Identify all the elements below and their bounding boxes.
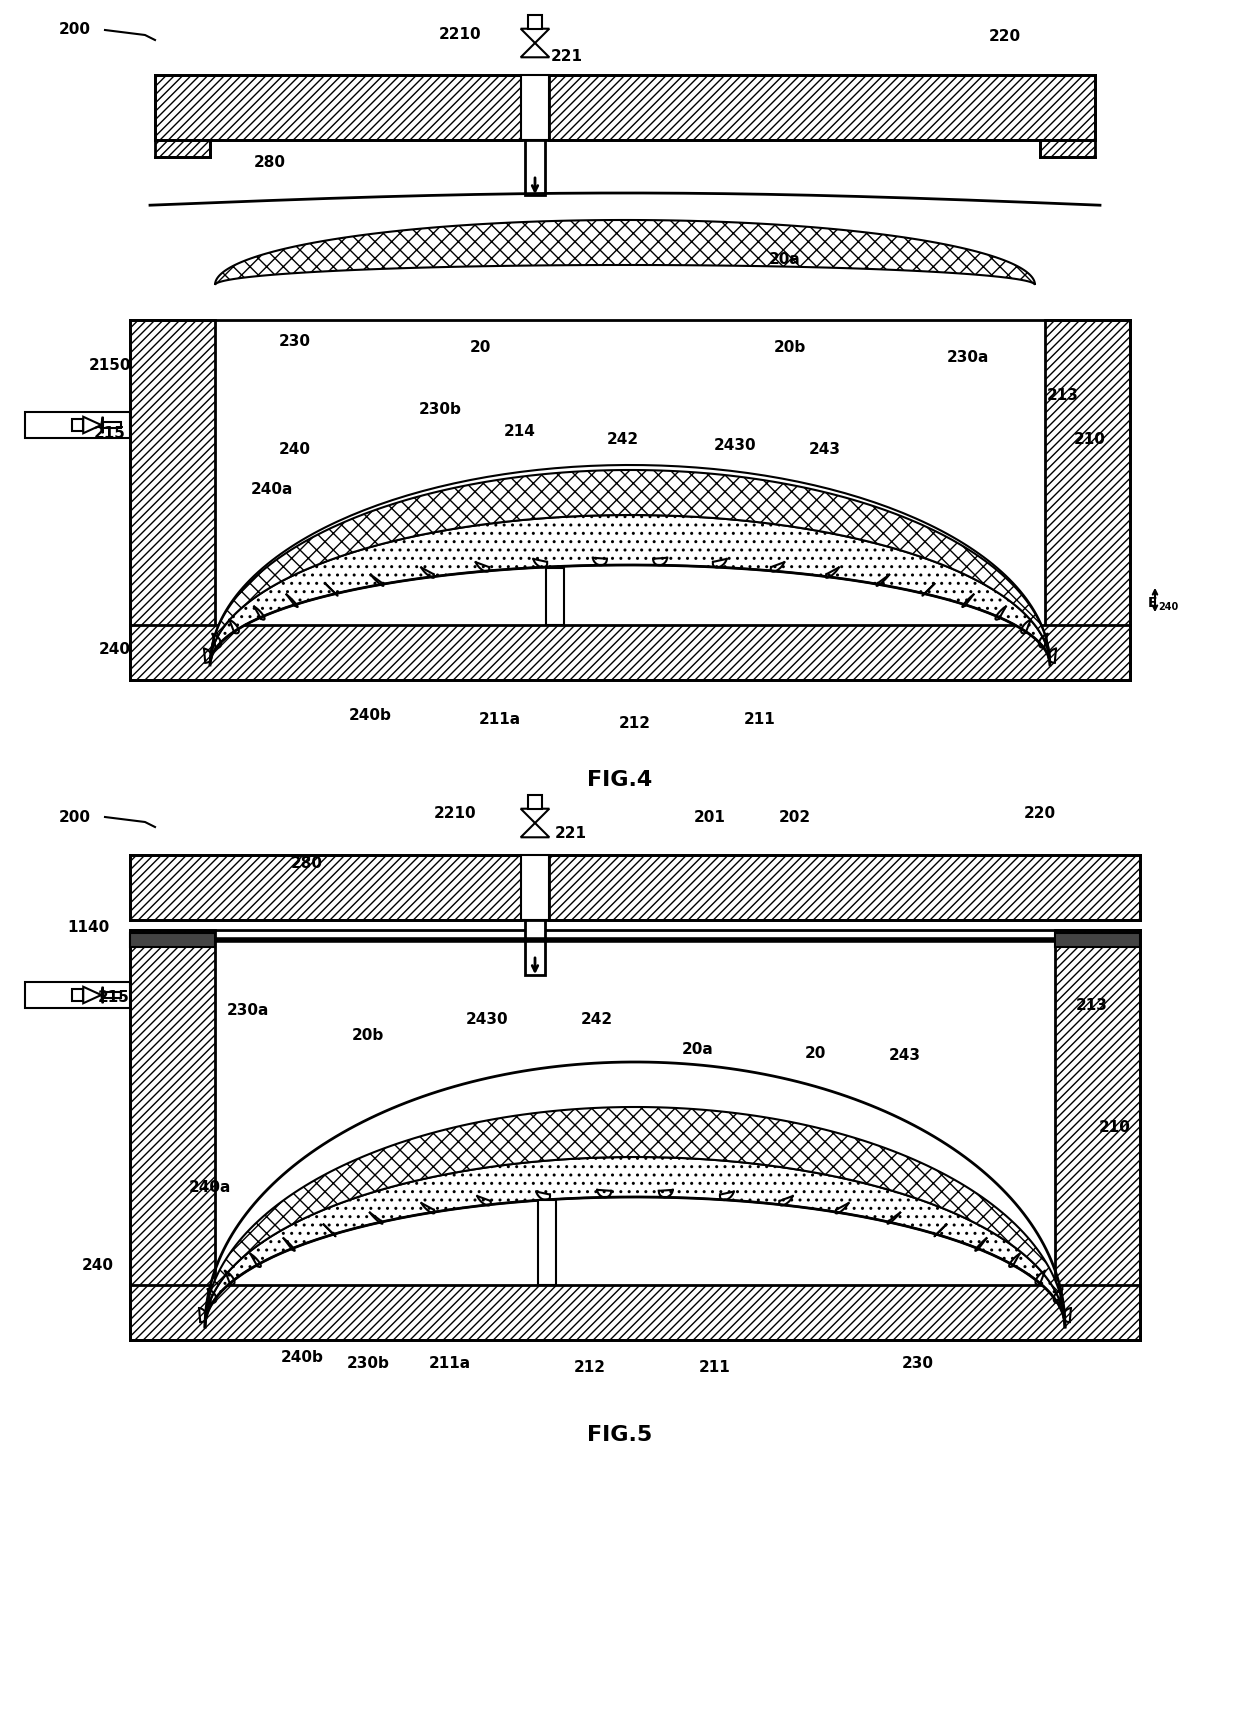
- Text: 280: 280: [291, 855, 322, 871]
- Text: 20b: 20b: [352, 1027, 384, 1043]
- Text: 243: 243: [808, 442, 841, 458]
- Text: 2150: 2150: [89, 357, 131, 373]
- Text: 240a: 240a: [250, 482, 293, 498]
- Text: 212: 212: [574, 1360, 606, 1374]
- Text: 230: 230: [279, 335, 311, 349]
- Text: 20b: 20b: [774, 340, 806, 354]
- Polygon shape: [215, 220, 1035, 285]
- Text: 20: 20: [805, 1046, 826, 1060]
- Polygon shape: [521, 29, 549, 43]
- Text: 20: 20: [469, 340, 491, 354]
- Bar: [130, 933, 215, 947]
- Bar: [155, 141, 210, 156]
- Text: FIG.4: FIG.4: [588, 770, 652, 789]
- Text: 212: 212: [619, 715, 651, 730]
- Bar: [1040, 141, 1095, 156]
- Bar: [549, 855, 1140, 920]
- Text: 211: 211: [699, 1360, 730, 1374]
- Bar: [103, 422, 120, 429]
- Text: 230: 230: [901, 1355, 934, 1371]
- Text: 230b: 230b: [419, 403, 461, 418]
- Text: 215: 215: [94, 425, 126, 441]
- Text: 240: 240: [1158, 602, 1178, 612]
- Bar: [25, 411, 130, 437]
- Text: 210: 210: [1099, 1119, 1131, 1135]
- Text: 280: 280: [254, 156, 286, 170]
- Text: 2430: 2430: [466, 1013, 508, 1027]
- Text: 240b: 240b: [348, 708, 392, 722]
- Text: 240: 240: [99, 642, 131, 658]
- Text: 230a: 230a: [227, 1003, 269, 1017]
- Polygon shape: [521, 809, 549, 822]
- Bar: [103, 992, 120, 998]
- Bar: [525, 141, 546, 194]
- Bar: [538, 1201, 556, 1286]
- Text: 20a: 20a: [769, 253, 801, 267]
- Bar: [525, 920, 546, 975]
- Bar: [521, 855, 549, 920]
- Polygon shape: [205, 1157, 1065, 1327]
- Text: 230a: 230a: [947, 349, 990, 364]
- Text: 240: 240: [82, 1258, 114, 1272]
- Text: 211a: 211a: [479, 713, 521, 727]
- Text: 243: 243: [889, 1048, 921, 1062]
- Bar: [130, 625, 1130, 680]
- Text: 240: 240: [279, 442, 311, 458]
- Polygon shape: [102, 987, 103, 1003]
- Text: 213: 213: [1047, 387, 1079, 403]
- Bar: [25, 982, 130, 1008]
- Bar: [72, 420, 83, 430]
- Text: 220: 220: [1024, 805, 1056, 821]
- Polygon shape: [521, 822, 549, 838]
- Text: 240a: 240a: [188, 1180, 231, 1194]
- Text: 215: 215: [98, 989, 130, 1005]
- Text: 213: 213: [1076, 998, 1107, 1013]
- Polygon shape: [83, 416, 102, 434]
- Text: 200: 200: [60, 810, 91, 824]
- Text: 211: 211: [744, 713, 776, 727]
- Bar: [72, 989, 83, 1001]
- Bar: [130, 1286, 1140, 1339]
- Text: 221: 221: [556, 826, 587, 840]
- Polygon shape: [521, 43, 549, 57]
- Text: 240b: 240b: [280, 1350, 324, 1364]
- Text: 201: 201: [694, 810, 725, 824]
- Bar: [1045, 319, 1130, 680]
- Bar: [130, 319, 215, 680]
- Polygon shape: [83, 987, 102, 1003]
- Text: 210: 210: [1074, 432, 1106, 448]
- Bar: [130, 855, 521, 920]
- Bar: [155, 75, 521, 141]
- Bar: [546, 567, 564, 625]
- Text: 230b: 230b: [346, 1355, 389, 1371]
- Text: 242: 242: [580, 1013, 613, 1027]
- Bar: [528, 796, 542, 809]
- Text: 200: 200: [60, 23, 91, 38]
- Text: 2430: 2430: [714, 437, 756, 453]
- Text: 221: 221: [551, 50, 583, 64]
- Bar: [528, 16, 542, 29]
- Text: 20a: 20a: [682, 1043, 714, 1058]
- Text: 202: 202: [779, 810, 811, 824]
- Text: 2210: 2210: [434, 805, 476, 821]
- Text: 214: 214: [505, 425, 536, 439]
- Bar: [130, 930, 215, 1339]
- Bar: [1055, 930, 1140, 1339]
- Polygon shape: [210, 470, 1050, 665]
- Polygon shape: [205, 1107, 1065, 1327]
- Text: 220: 220: [990, 29, 1021, 45]
- Bar: [549, 75, 1095, 141]
- Text: FIG.5: FIG.5: [588, 1424, 652, 1445]
- Polygon shape: [102, 416, 103, 434]
- Text: 2210: 2210: [439, 28, 481, 42]
- Bar: [1055, 933, 1140, 947]
- Text: 1140: 1140: [67, 920, 109, 935]
- Polygon shape: [210, 515, 1050, 665]
- Text: E: E: [1148, 597, 1157, 611]
- Text: 242: 242: [606, 432, 639, 448]
- Bar: [521, 75, 549, 141]
- Text: 211a: 211a: [429, 1355, 471, 1371]
